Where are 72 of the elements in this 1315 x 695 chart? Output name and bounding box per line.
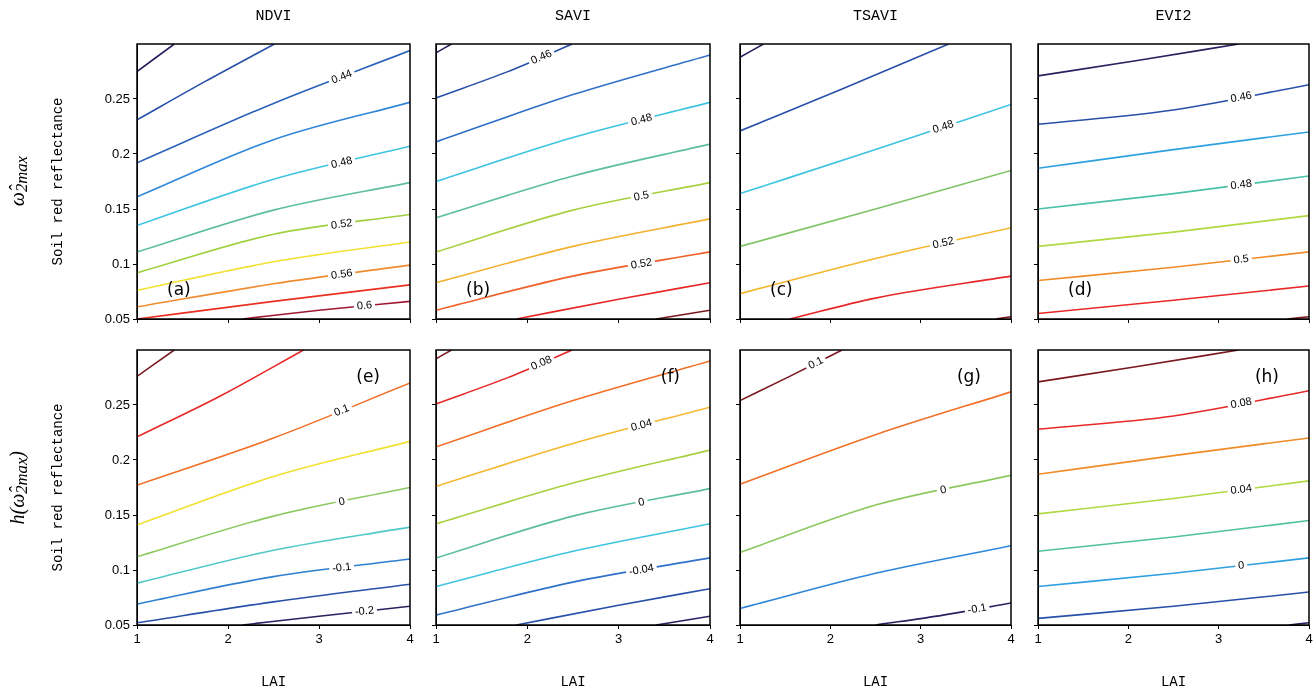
annotation: (h)	[1254, 366, 1279, 387]
x-tick-label: 1	[1034, 631, 1042, 647]
text: -0.1	[331, 559, 352, 574]
text: 0.48	[930, 117, 955, 136]
text: 0.52	[931, 233, 955, 251]
text: 0.56	[330, 266, 354, 281]
y-tick-label: 0.15	[104, 200, 130, 216]
annotation: (c)	[770, 279, 793, 300]
y-tick-label: 0.1	[111, 255, 130, 271]
chart-title: SAVI	[554, 7, 592, 25]
x-tick-label: 2	[1124, 631, 1132, 647]
x-tick-label: 1	[736, 631, 744, 647]
text: 0.52	[629, 255, 653, 271]
y-tick-label: 0.1	[111, 561, 130, 577]
chart-title: EVI2	[1155, 7, 1192, 25]
text: 0.46	[1229, 88, 1253, 105]
x-tick-label: 4	[1305, 631, 1313, 647]
x-tick-label: 2	[523, 631, 531, 647]
text: 0.08	[528, 352, 554, 373]
y-tick-label: 0.2	[111, 145, 130, 161]
x-axis-title: LAI	[560, 674, 586, 691]
text: -0.2	[354, 603, 375, 618]
text: 0	[337, 494, 346, 508]
text: -0.04	[627, 560, 655, 578]
text: 0.1	[805, 353, 825, 372]
y-tick-label: 0.25	[104, 396, 130, 412]
text: 0.48	[329, 153, 354, 171]
x-tick-label: 2	[826, 631, 834, 647]
text: 0.1	[332, 401, 351, 419]
y-tick-label: 0.15	[104, 506, 130, 522]
text: 0.08	[1229, 394, 1253, 411]
x-tick-label: 3	[1215, 631, 1223, 647]
y-tick-label: 0.05	[104, 310, 130, 326]
annotation: (d)	[1068, 279, 1093, 300]
y-tick-label: 0.2	[111, 451, 130, 467]
annotation: (g)	[956, 366, 981, 387]
text: 0.5	[632, 188, 650, 203]
text: 0	[1237, 558, 1245, 571]
y-tick-label: 0.25	[104, 90, 130, 106]
x-tick-label: 1	[133, 631, 141, 647]
x-tick-label: 3	[615, 631, 623, 647]
y-axis-title: Soil red reflectance	[50, 403, 67, 572]
text: 0.46	[528, 46, 554, 67]
text: 0.44	[329, 66, 354, 86]
x-tick-label: 4	[406, 631, 414, 647]
x-tick-label: 4	[1007, 631, 1015, 647]
text: 0.04	[629, 415, 654, 433]
text: 0.04	[1229, 481, 1253, 497]
x-tick-label: 2	[224, 631, 232, 647]
annotation: (f)	[660, 366, 680, 387]
text: -0.1	[966, 600, 988, 616]
x-tick-label: 3	[315, 631, 323, 647]
text: 0.5	[1232, 251, 1250, 266]
y-axis-title: Soil red reflectance	[50, 97, 67, 266]
text: 0.48	[1229, 176, 1253, 192]
text: 0.48	[629, 110, 654, 128]
annotation: (b)	[466, 279, 491, 300]
annotation: (e)	[356, 366, 380, 387]
x-axis-title: LAI	[1160, 674, 1187, 691]
text: 0.52	[330, 215, 354, 231]
annotation: (a)	[167, 279, 191, 300]
x-tick-label: 4	[706, 631, 714, 647]
y-tick-label: 0.05	[104, 616, 130, 632]
text: 0	[938, 482, 948, 496]
chart-title: TSAVI	[852, 7, 899, 25]
x-tick-label: 3	[917, 631, 925, 647]
x-tick-label: 1	[432, 631, 440, 647]
text: 0.6	[356, 298, 373, 312]
x-axis-title: LAI	[862, 674, 889, 691]
chart-title: NDVI	[255, 7, 292, 25]
text: 0	[637, 494, 646, 508]
x-axis-title: LAI	[260, 674, 287, 691]
